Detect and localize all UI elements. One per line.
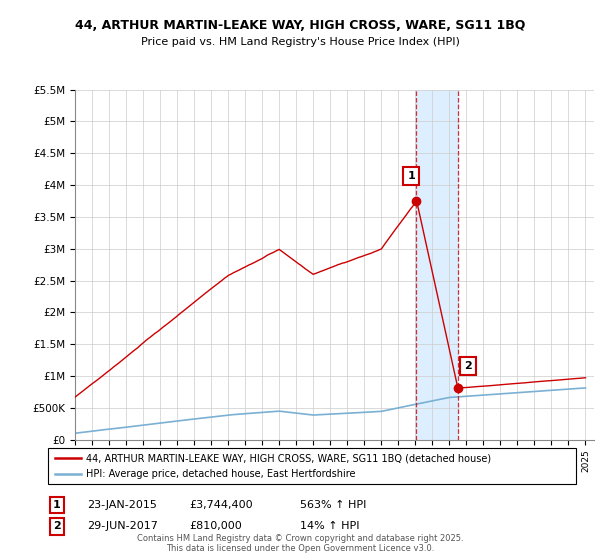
Text: 2: 2 xyxy=(464,361,472,371)
Text: £3,744,400: £3,744,400 xyxy=(189,500,253,510)
Text: 2: 2 xyxy=(53,521,61,531)
Text: Contains HM Land Registry data © Crown copyright and database right 2025.
This d: Contains HM Land Registry data © Crown c… xyxy=(137,534,463,553)
Text: 29-JUN-2017: 29-JUN-2017 xyxy=(87,521,158,531)
Text: £810,000: £810,000 xyxy=(189,521,242,531)
Text: 23-JAN-2015: 23-JAN-2015 xyxy=(87,500,157,510)
Text: 44, ARTHUR MARTIN-LEAKE WAY, HIGH CROSS, WARE, SG11 1BQ: 44, ARTHUR MARTIN-LEAKE WAY, HIGH CROSS,… xyxy=(75,18,525,32)
Text: HPI: Average price, detached house, East Hertfordshire: HPI: Average price, detached house, East… xyxy=(86,469,355,479)
Text: 14% ↑ HPI: 14% ↑ HPI xyxy=(300,521,359,531)
Text: 563% ↑ HPI: 563% ↑ HPI xyxy=(300,500,367,510)
Text: 1: 1 xyxy=(407,171,415,181)
Text: 44, ARTHUR MARTIN-LEAKE WAY, HIGH CROSS, WARE, SG11 1BQ (detached house): 44, ARTHUR MARTIN-LEAKE WAY, HIGH CROSS,… xyxy=(86,453,491,463)
Text: Price paid vs. HM Land Registry's House Price Index (HPI): Price paid vs. HM Land Registry's House … xyxy=(140,37,460,47)
Bar xyxy=(416,90,458,440)
Text: 1: 1 xyxy=(53,500,61,510)
